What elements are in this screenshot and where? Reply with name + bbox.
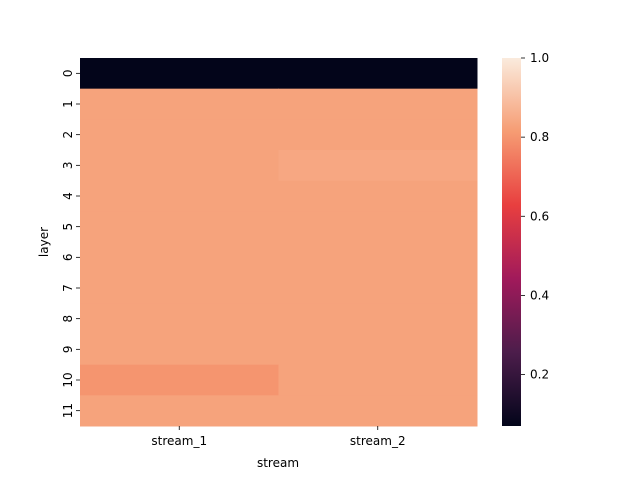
heatmap-cell bbox=[278, 303, 478, 335]
heatmap-cell bbox=[278, 119, 478, 151]
heatmap-cell bbox=[278, 58, 478, 90]
colorbar-tick-label: 0.6 bbox=[530, 209, 549, 223]
heatmap-cell bbox=[80, 303, 279, 335]
y-tick-label: 1 bbox=[61, 100, 75, 108]
colorbar-ticks: 0.2 0.4 0.6 0.8 1.0 bbox=[521, 51, 549, 382]
y-tick-label: 5 bbox=[61, 223, 75, 231]
y-tick-label: 4 bbox=[61, 192, 75, 200]
heatmap-cell bbox=[80, 242, 279, 274]
y-tick-label: 6 bbox=[61, 254, 75, 262]
heatmap-cells bbox=[80, 58, 478, 427]
y-axis-label: layer bbox=[37, 227, 51, 257]
y-tick-label: 2 bbox=[61, 131, 75, 139]
colorbar bbox=[502, 58, 521, 426]
heatmap-cell bbox=[80, 334, 279, 366]
y-tick-label: 3 bbox=[61, 162, 75, 170]
heatmap-cell bbox=[278, 88, 478, 120]
heatmap-cell bbox=[278, 211, 478, 243]
colorbar-tick-label: 0.2 bbox=[530, 368, 549, 382]
y-axis-ticks: 0 1 2 3 4 5 6 7 8 9 10 11 bbox=[61, 70, 80, 418]
heatmap-cell bbox=[80, 211, 279, 243]
colorbar-tick-label: 0.8 bbox=[530, 130, 549, 144]
heatmap-cell bbox=[278, 334, 478, 366]
colorbar-tick-label: 1.0 bbox=[530, 51, 549, 65]
heatmap-cell bbox=[80, 180, 279, 212]
x-tick-label: stream_1 bbox=[151, 434, 207, 448]
y-tick-label: 10 bbox=[61, 372, 75, 387]
x-axis-ticks: stream_1 stream_2 bbox=[151, 426, 406, 448]
heatmap-cell bbox=[80, 272, 279, 304]
heatmap-cell bbox=[278, 150, 478, 182]
heatmap-cell bbox=[80, 88, 279, 120]
heatmap-cell bbox=[278, 395, 478, 427]
colorbar-tick-label: 0.4 bbox=[530, 288, 549, 302]
heatmap-cell bbox=[278, 272, 478, 304]
heatmap-cell bbox=[80, 119, 279, 151]
heatmap-cell bbox=[80, 395, 279, 427]
y-tick-label: 0 bbox=[61, 70, 75, 78]
y-tick-label: 8 bbox=[61, 315, 75, 323]
x-axis-label: stream bbox=[257, 456, 299, 470]
heatmap-cell bbox=[80, 364, 279, 396]
heatmap-cell bbox=[278, 180, 478, 212]
y-tick-label: 7 bbox=[61, 284, 75, 292]
y-tick-label: 9 bbox=[61, 346, 75, 354]
heatmap-cell bbox=[278, 242, 478, 274]
x-tick-label: stream_2 bbox=[350, 434, 406, 448]
heatmap-cell bbox=[80, 58, 279, 90]
y-tick-label: 11 bbox=[61, 403, 75, 418]
heatmap-cell bbox=[278, 364, 478, 396]
heatmap-cell bbox=[80, 150, 279, 182]
